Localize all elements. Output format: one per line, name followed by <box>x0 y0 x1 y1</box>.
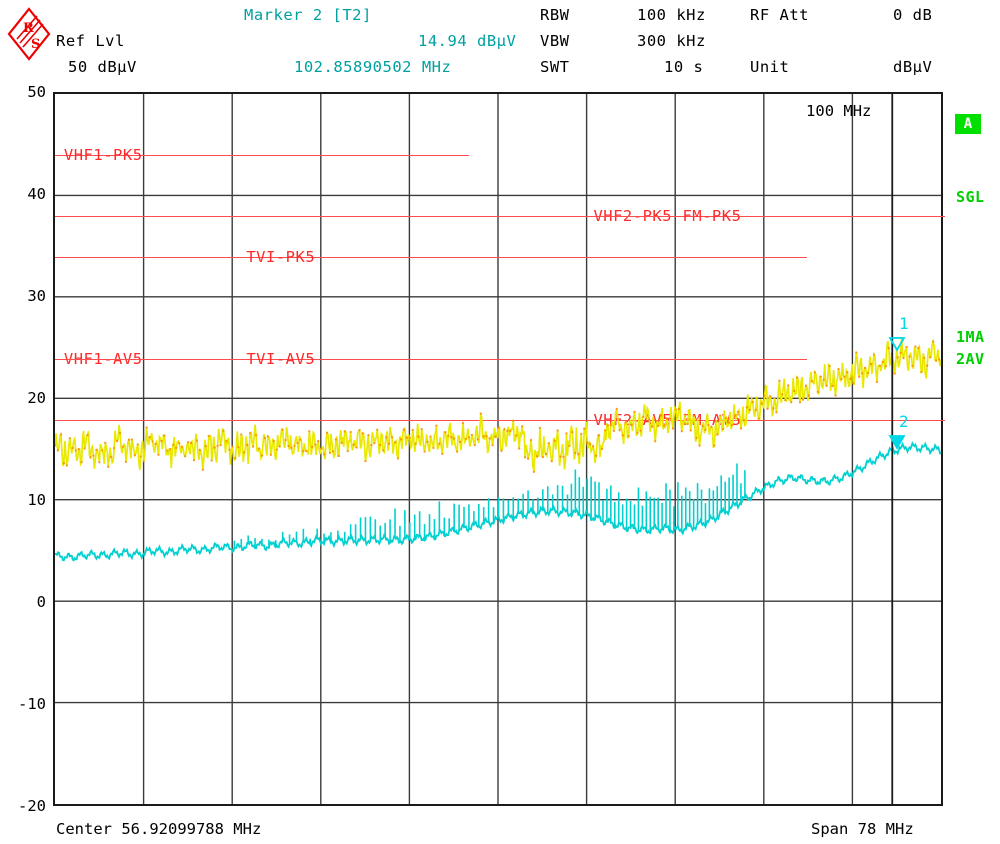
trace1-label: 1MA <box>956 328 985 346</box>
marker-title: Marker 2 [T2] <box>244 6 372 24</box>
rbw-value: 100 kHz <box>637 6 706 24</box>
unit-label: Unit <box>750 58 790 76</box>
rf-attenuation-label: RF Att <box>750 6 809 24</box>
limit-label-tvi-av5: TVI-AV5 <box>246 350 316 369</box>
trace-1ma <box>55 336 941 473</box>
unit-value: dBµV <box>893 58 933 76</box>
span-text: Span 78 MHz <box>811 820 914 838</box>
limit-line-fm-pk5 <box>55 216 945 218</box>
sweep-time-value: 10 s <box>664 58 704 76</box>
spectrum-plot[interactable]: VHF1-PK5 VHF2-PK5 FM-PK5 TVI-PK5 VHF1-AV5 TVI… <box>53 92 945 806</box>
ref-level-value: 50 dBµV <box>68 58 137 76</box>
rf-attenuation-value: 0 dB <box>893 6 933 24</box>
limit-label-fm-pk5: FM-PK5 <box>682 207 742 226</box>
limit-line-fm-av5 <box>55 420 945 422</box>
marker-frequency-value: 102.85890502 MHz <box>294 58 452 76</box>
status-badge-a: A <box>955 114 981 134</box>
header-bar: R S Ref Lvl 50 dBµV Marker 2 [T2] 14.94 … <box>0 0 1000 86</box>
y-tick-0: 0 <box>36 593 46 611</box>
trace2-label: 2AV <box>956 350 985 368</box>
limit-label-vhf1-pk5: VHF1-PK5 <box>63 146 143 165</box>
status-sgl: SGL <box>956 188 985 206</box>
trace-layer <box>55 94 941 804</box>
y-tick--20: -20 <box>18 797 46 815</box>
y-tick-20: 20 <box>27 389 46 407</box>
marker-1-number[interactable]: 1 <box>899 314 909 334</box>
vbw-label: VBW <box>540 32 570 50</box>
status-column: A SGL 1MA 2AV <box>955 92 1000 806</box>
vbw-value: 300 kHz <box>637 32 706 50</box>
y-tick--10: -10 <box>18 695 46 713</box>
svg-text:S: S <box>31 37 40 52</box>
y-tick-30: 30 <box>27 287 46 305</box>
y-tick-40: 40 <box>27 185 46 203</box>
y-tick-10: 10 <box>27 491 46 509</box>
svg-text:R: R <box>23 21 34 36</box>
marker-level-value: 14.94 dBµV <box>418 32 517 50</box>
marker-layer: 100 MHz 1 2 <box>55 94 941 804</box>
limit-label-tvi-pk5: TVI-PK5 <box>246 248 316 267</box>
marker-frequency-annotation: 100 MHz <box>806 102 872 120</box>
sweep-time-label: SWT <box>540 58 570 76</box>
rohde-schwarz-logo: R S <box>7 7 51 61</box>
trace-2av <box>55 440 941 562</box>
marker-2-triangle-icon[interactable] <box>888 434 906 450</box>
limit-line-tvi-av5 <box>55 359 808 361</box>
marker-2-number[interactable]: 2 <box>899 411 909 431</box>
ref-level-label: Ref Lvl <box>56 32 125 50</box>
marker-1-triangle-icon[interactable] <box>888 336 906 352</box>
limit-line-tvi-pk5 <box>55 257 808 259</box>
limit-line-vhf1-pk5 <box>55 155 469 157</box>
center-frequency-text: Center 56.92099788 MHz <box>56 820 262 838</box>
rbw-label: RBW <box>540 6 570 24</box>
